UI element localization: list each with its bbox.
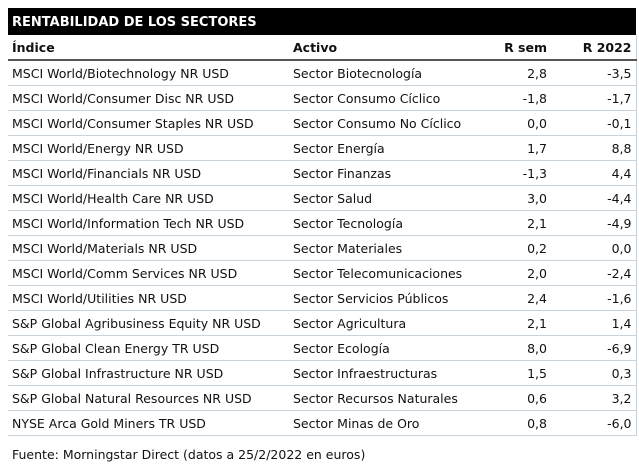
table-row: MSCI World/Comm Services NR USD Sector Te… <box>8 260 637 286</box>
column-header: Índice <box>8 35 289 61</box>
table-cell: Sector Telecomunicaciones <box>289 260 489 286</box>
source-note: Fuente: Morningstar Direct (datos a 25/2… <box>12 447 366 462</box>
table-cell: 0,0 <box>489 110 551 136</box>
table-cell: -1,6 <box>551 285 637 311</box>
table-cell: Sector Energía <box>289 135 489 161</box>
sector-table: Índice Activo R sem R 2022 MSCI World/Biote… <box>8 35 637 436</box>
column-header: Activo <box>289 35 489 61</box>
table-cell: -0,1 <box>551 110 637 136</box>
table-cell: -4,9 <box>551 210 637 236</box>
table-row: MSCI World/Energy NR USD Sector Energía 1,… <box>8 135 637 161</box>
table-cell: Sector Recursos Naturales <box>289 385 489 411</box>
table-cell: NYSE Arca Gold Miners TR USD <box>8 410 289 436</box>
table-cell: Sector Minas de Oro <box>289 410 489 436</box>
table-cell: -1,3 <box>489 160 551 186</box>
table-body: MSCI World/Biotechnology NR USD Sector Bi… <box>8 60 637 436</box>
table-row: S&P Global Infrastructure NR USD Sector I… <box>8 360 637 386</box>
column-header: R 2022 <box>551 35 637 61</box>
table-cell: Sector Servicios Públicos <box>289 285 489 311</box>
table-cell: 8,8 <box>551 135 637 161</box>
table-cell: Sector Consumo No Cíclico <box>289 110 489 136</box>
table-cell: S&P Global Natural Resources NR USD <box>8 385 289 411</box>
table-cell: -6,9 <box>551 335 637 361</box>
table-cell: 0,2 <box>489 235 551 261</box>
table-cell: S&P Global Agribusiness Equity NR USD <box>8 310 289 336</box>
table-panel: RENTABILIDAD DE LOS SECTORES Índice Activ… <box>8 8 637 436</box>
table-cell: 2,8 <box>489 60 551 86</box>
table-cell: Sector Salud <box>289 185 489 211</box>
table-row: MSCI World/Biotechnology NR USD Sector Bi… <box>8 60 637 86</box>
table-cell: 2,4 <box>489 285 551 311</box>
table-row: MSCI World/Health Care NR USD Sector Salu… <box>8 185 637 211</box>
table-cell: -1,7 <box>551 85 637 111</box>
table-cell: Sector Finanzas <box>289 160 489 186</box>
table-cell: Sector Infraestructuras <box>289 360 489 386</box>
table-row: MSCI World/Information Tech NR USD Sector… <box>8 210 637 236</box>
table-row: S&P Global Natural Resources NR USD Secto… <box>8 385 637 411</box>
table-cell: MSCI World/Comm Services NR USD <box>8 260 289 286</box>
table-cell: Sector Consumo Cíclico <box>289 85 489 111</box>
table-cell: 1,5 <box>489 360 551 386</box>
table-cell: MSCI World/Consumer Disc NR USD <box>8 85 289 111</box>
table-cell: -3,5 <box>551 60 637 86</box>
table-cell: 0,6 <box>489 385 551 411</box>
table-cell: 8,0 <box>489 335 551 361</box>
table-cell: 3,0 <box>489 185 551 211</box>
table-row: S&P Global Clean Energy TR USD Sector Eco… <box>8 335 637 361</box>
table-cell: MSCI World/Consumer Staples NR USD <box>8 110 289 136</box>
table-row: MSCI World/Consumer Staples NR USD Sector… <box>8 110 637 136</box>
table-cell: 0,8 <box>489 410 551 436</box>
table-cell: MSCI World/Information Tech NR USD <box>8 210 289 236</box>
table-cell: 2,1 <box>489 310 551 336</box>
table-cell: Sector Materiales <box>289 235 489 261</box>
table-cell: MSCI World/Materials NR USD <box>8 235 289 261</box>
table-cell: 1,7 <box>489 135 551 161</box>
column-header: R sem <box>489 35 551 61</box>
table-cell: 1,4 <box>551 310 637 336</box>
table-row: S&P Global Agribusiness Equity NR USD Sec… <box>8 310 637 336</box>
table-cell: Sector Tecnología <box>289 210 489 236</box>
table-cell: MSCI World/Health Care NR USD <box>8 185 289 211</box>
table-cell: Sector Biotecnología <box>289 60 489 86</box>
table-cell: -2,4 <box>551 260 637 286</box>
table-cell: 2,0 <box>489 260 551 286</box>
table-cell: 0,0 <box>551 235 637 261</box>
table-cell: 3,2 <box>551 385 637 411</box>
table-cell: Sector Ecología <box>289 335 489 361</box>
table-cell: MSCI World/Utilities NR USD <box>8 285 289 311</box>
table-cell: -1,8 <box>489 85 551 111</box>
table-cell: 0,3 <box>551 360 637 386</box>
table-cell: Sector Agricultura <box>289 310 489 336</box>
table-row: MSCI World/Materials NR USD Sector Materi… <box>8 235 637 261</box>
table-cell: MSCI World/Financials NR USD <box>8 160 289 186</box>
table-cell: S&P Global Clean Energy TR USD <box>8 335 289 361</box>
table-cell: -6,0 <box>551 410 637 436</box>
table-cell: 4,4 <box>551 160 637 186</box>
table-row: MSCI World/Utilities NR USD Sector Servic… <box>8 285 637 311</box>
table-cell: S&P Global Infrastructure NR USD <box>8 360 289 386</box>
table-cell: MSCI World/Energy NR USD <box>8 135 289 161</box>
table-row: MSCI World/Financials NR USD Sector Finan… <box>8 160 637 186</box>
table-row: NYSE Arca Gold Miners TR USD Sector Minas… <box>8 410 637 436</box>
table-cell: 2,1 <box>489 210 551 236</box>
table-row: MSCI World/Consumer Disc NR USD Sector Co… <box>8 85 637 111</box>
header-row: Índice Activo R sem R 2022 <box>8 35 637 61</box>
table-cell: MSCI World/Biotechnology NR USD <box>8 60 289 86</box>
table-cell: -4,4 <box>551 185 637 211</box>
table-title: RENTABILIDAD DE LOS SECTORES <box>8 8 636 35</box>
